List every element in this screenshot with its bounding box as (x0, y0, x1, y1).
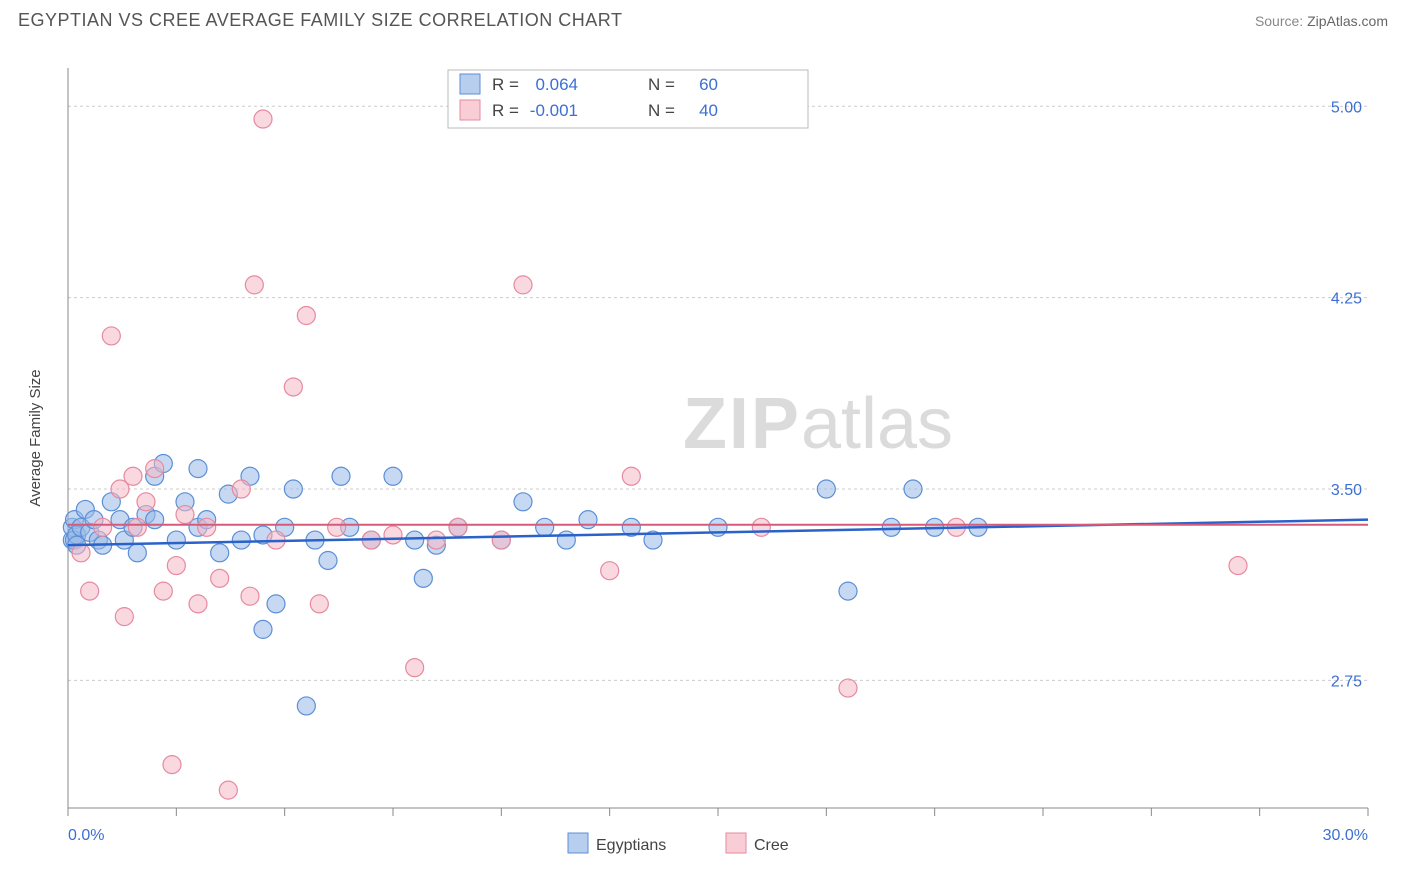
svg-text:N =: N = (648, 75, 675, 94)
data-point (245, 276, 263, 294)
data-point (384, 467, 402, 485)
data-point (514, 493, 532, 511)
data-point (384, 526, 402, 544)
data-point (189, 595, 207, 613)
data-point (332, 467, 350, 485)
data-point (319, 551, 337, 569)
svg-text:3.50: 3.50 (1331, 482, 1362, 499)
data-point (167, 557, 185, 575)
data-point (1229, 557, 1247, 575)
data-point (102, 327, 120, 345)
data-point (492, 531, 510, 549)
header-bar: EGYPTIAN VS CREE AVERAGE FAMILY SIZE COR… (0, 0, 1406, 37)
legend-swatch (568, 833, 588, 853)
data-point (449, 518, 467, 536)
data-point (232, 531, 250, 549)
source-label: Source: (1255, 13, 1303, 29)
data-point (267, 595, 285, 613)
data-point (622, 467, 640, 485)
data-point (297, 307, 315, 325)
source-value: ZipAtlas.com (1307, 13, 1388, 29)
chart-title: EGYPTIAN VS CREE AVERAGE FAMILY SIZE COR… (18, 10, 622, 31)
data-point (189, 460, 207, 478)
chart-container: 2.75 3.50 4.25 5.00 ZIPatlas Average Family S… (18, 48, 1388, 874)
correlation-scatter-chart: 2.75 3.50 4.25 5.00 ZIPatlas Average Family S… (18, 48, 1388, 874)
legend-swatch (460, 74, 480, 94)
data-point (115, 608, 133, 626)
data-point (427, 531, 445, 549)
data-point (211, 544, 229, 562)
x-min-label: 0.0% (68, 827, 104, 844)
data-point (839, 679, 857, 697)
data-point (817, 480, 835, 498)
data-point (297, 697, 315, 715)
data-point (406, 659, 424, 677)
data-point (72, 544, 90, 562)
data-point (219, 781, 237, 799)
data-point (81, 582, 99, 600)
series-cree (72, 110, 1247, 799)
data-point (882, 518, 900, 536)
legend-label: Cree (754, 837, 789, 854)
data-point (284, 378, 302, 396)
data-point (414, 569, 432, 587)
data-point (579, 511, 597, 529)
svg-text:R =: R = (492, 101, 519, 120)
source-attribution: Source: ZipAtlas.com (1255, 13, 1388, 29)
data-point (154, 582, 172, 600)
data-point (406, 531, 424, 549)
data-point (310, 595, 328, 613)
data-point (514, 276, 532, 294)
svg-text:-0.001: -0.001 (530, 101, 578, 120)
data-point (328, 518, 346, 536)
data-point (146, 511, 164, 529)
legend-swatch (460, 100, 480, 120)
data-point (254, 620, 272, 638)
svg-text:2.75: 2.75 (1331, 673, 1362, 690)
data-point (137, 493, 155, 511)
svg-text:5.00: 5.00 (1331, 99, 1362, 116)
data-point (146, 460, 164, 478)
svg-text:R =: R = (492, 75, 519, 94)
data-point (752, 518, 770, 536)
data-point (839, 582, 857, 600)
legend-swatch (726, 833, 746, 853)
data-point (198, 518, 216, 536)
data-point (284, 480, 302, 498)
series-legend: Egyptians Cree (568, 833, 789, 854)
svg-text:N =: N = (648, 101, 675, 120)
x-max-label: 30.0% (1323, 827, 1368, 844)
svg-text:60: 60 (699, 75, 718, 94)
data-point (128, 518, 146, 536)
svg-text:0.064: 0.064 (535, 75, 578, 94)
data-point (601, 562, 619, 580)
watermark: ZIPatlas (683, 384, 953, 464)
data-point (176, 506, 194, 524)
data-point (536, 518, 554, 536)
data-point (557, 531, 575, 549)
data-point (124, 467, 142, 485)
legend-label: Egyptians (596, 837, 666, 854)
svg-text:40: 40 (699, 101, 718, 120)
data-point (254, 110, 272, 128)
data-point (241, 587, 259, 605)
data-point (167, 531, 185, 549)
data-point (211, 569, 229, 587)
series-egyptians (63, 455, 987, 715)
data-point (904, 480, 922, 498)
y-axis-label: Average Family Size (27, 369, 44, 506)
svg-text:4.25: 4.25 (1331, 291, 1362, 308)
data-point (94, 518, 112, 536)
data-point (232, 480, 250, 498)
data-point (128, 544, 146, 562)
data-point (163, 756, 181, 774)
